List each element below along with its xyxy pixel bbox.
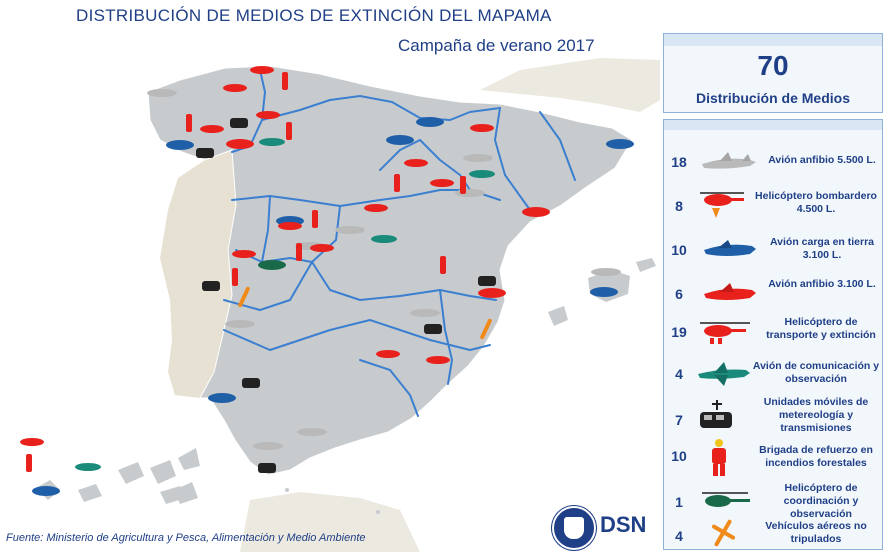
legend-count: 7 xyxy=(675,412,683,428)
small-amphibious-plane-icon xyxy=(704,283,756,300)
morocco-area xyxy=(240,492,420,552)
legend-label: Helicóptero de transporte y extinción xyxy=(766,316,876,341)
drone-icon xyxy=(711,519,736,547)
total-label: Distribución de Medios xyxy=(695,90,850,106)
menorca xyxy=(636,258,656,272)
page-title: DISTRIBUCIÓN DE MEDIOS DE EXTINCIÓN DEL … xyxy=(76,6,552,25)
dsn-seal-icon xyxy=(552,506,596,550)
legend-panel: 18 Avión anfibio 5.500 L. 8 Helicóptero … xyxy=(663,119,883,550)
legend-label: Brigada de refuerzo en incendios foresta… xyxy=(759,444,873,469)
map-markers xyxy=(20,66,634,496)
coordination-helicopter-icon xyxy=(702,492,750,507)
summary-header-stripe xyxy=(664,34,882,46)
mobile-unit-icon xyxy=(700,400,732,428)
legend-label: Helicóptero de coordinación y observació… xyxy=(783,482,859,520)
legend-count: 4 xyxy=(675,366,683,382)
legend-count: 19 xyxy=(671,324,687,340)
legend-header-stripe xyxy=(664,120,882,130)
legend-label: Avión de comunicación y observación xyxy=(752,360,880,385)
legend-label: Avión anfibio 3.100 L. xyxy=(768,278,876,290)
dsn-logo-text: DSN xyxy=(600,512,647,537)
legend-count: 10 xyxy=(671,448,687,464)
source-note: Fuente: Ministerio de Agricultura y Pesc… xyxy=(6,532,366,544)
legend-label: Vehículos aéreos no tripulados xyxy=(765,520,867,545)
amphibious-plane-icon xyxy=(702,152,756,169)
legend-count: 6 xyxy=(675,286,683,302)
legend-count: 10 xyxy=(671,242,687,258)
legend-label: Avión carga en tierra 3.100 L. xyxy=(769,236,875,261)
canary-islands xyxy=(36,448,200,504)
observation-plane-icon xyxy=(698,362,750,386)
transport-helicopter-icon xyxy=(700,322,750,344)
legend-count: 4 xyxy=(675,528,683,544)
ibiza xyxy=(548,306,568,326)
legend-label: Helicóptero bombardero 4.500 L. xyxy=(755,190,877,215)
dsn-logo: DSN xyxy=(552,506,662,550)
spain-mainland xyxy=(147,65,633,476)
legend-count: 1 xyxy=(675,494,683,510)
page-subtitle: Campaña de verano 2017 xyxy=(398,36,595,55)
legend-count: 8 xyxy=(675,198,683,214)
portugal-area xyxy=(160,150,236,398)
legend-label: Avión anfibio 5.500 L. xyxy=(768,154,876,166)
ground-load-plane-icon xyxy=(704,240,756,256)
legend-count: 18 xyxy=(671,154,687,170)
brigade-icon xyxy=(712,439,726,476)
total-count: 70 xyxy=(757,50,789,81)
france-area xyxy=(480,58,660,112)
legend-label: Unidades móviles de metereología y trans… xyxy=(763,396,869,434)
total-summary-box: 70 Distribución de Medios xyxy=(663,33,883,113)
spain-map xyxy=(20,58,660,552)
bomber-helicopter-icon xyxy=(700,192,744,218)
